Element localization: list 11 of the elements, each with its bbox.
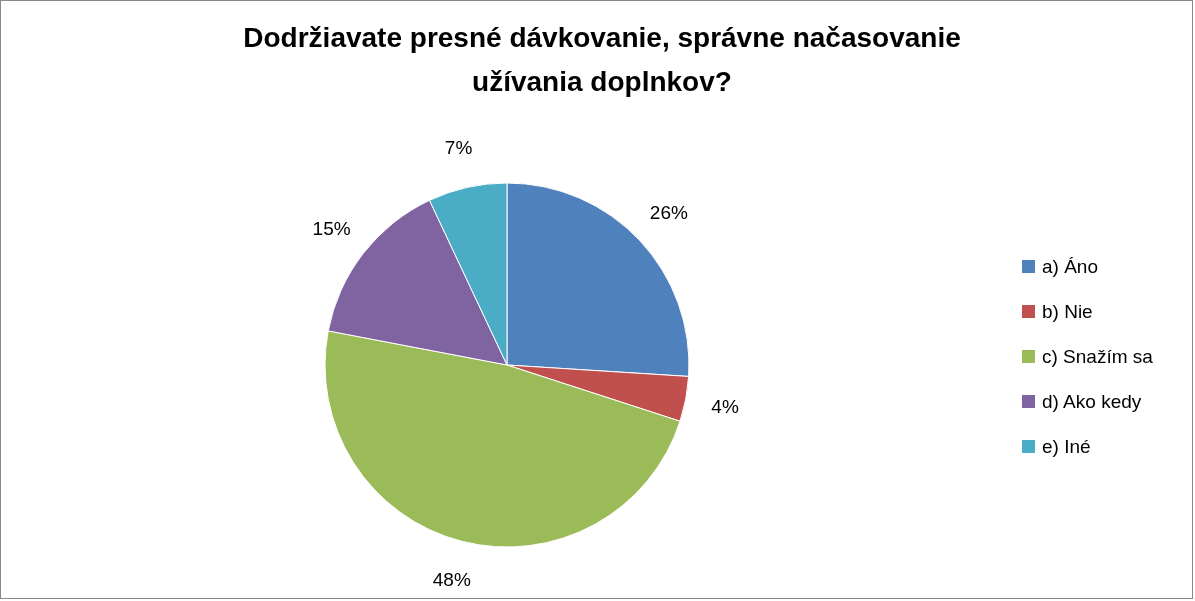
- legend-label: d) Ako kedy: [1042, 390, 1142, 412]
- legend-label: c) Snažím sa: [1042, 345, 1154, 367]
- data-label: 15%: [312, 217, 351, 239]
- legend-label: b) Nie: [1042, 300, 1093, 322]
- legend-label: e) Iné: [1042, 435, 1091, 457]
- data-label: 48%: [432, 569, 471, 591]
- data-label: 7%: [444, 137, 473, 159]
- chart-title: Dodržiavate presné dávkovanie, správne načasovanie užívania doplnkov?: [243, 22, 961, 98]
- data-label: 4%: [711, 395, 739, 417]
- data-label: 26%: [649, 202, 688, 224]
- legend-label: a) Áno: [1042, 255, 1098, 277]
